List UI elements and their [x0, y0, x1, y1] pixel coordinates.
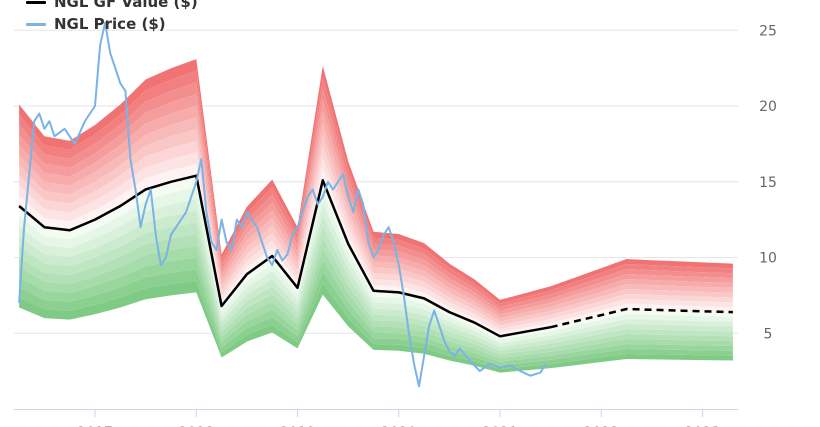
- x-tick-label-2017: 2017: [77, 425, 113, 427]
- x-tick-label-2022: 2022: [583, 425, 619, 427]
- legend-swatch-gf-value: [26, 0, 46, 4]
- x-tick-label-2018: 2018: [178, 425, 214, 427]
- x-tick-label-2021: 2021: [482, 425, 518, 427]
- y-tick-label-25: 25: [759, 23, 777, 39]
- axes: 5 10 15 20 25 2017 2018 2019 2020 2021 2022 2023: [14, 23, 777, 427]
- price-line: [18, 21, 547, 388]
- series-lines: [18, 21, 733, 388]
- gf-value-projection-line: [550, 307, 733, 329]
- legend-item-gf-value[interactable]: NGL GF Value ($): [26, 0, 198, 13]
- legend-swatch-price: [26, 22, 46, 26]
- y-tick-label-5: 5: [764, 326, 773, 342]
- y-tick-label-20: 20: [759, 99, 777, 115]
- legend: NGL GF Value ($) NGL Price ($): [26, 0, 198, 35]
- x-tick-label-2023: 2023: [685, 425, 721, 427]
- y-tick-label-15: 15: [759, 175, 777, 191]
- gf-value-line: [18, 174, 551, 338]
- y-tick-label-10: 10: [759, 251, 777, 267]
- legend-label-price: NGL Price ($): [54, 15, 166, 33]
- x-tick-label-2019: 2019: [280, 425, 316, 427]
- legend-item-price[interactable]: NGL Price ($): [26, 13, 198, 35]
- x-tick-label-2020: 2020: [381, 425, 417, 427]
- legend-label-gf-value: NGL GF Value ($): [54, 0, 198, 11]
